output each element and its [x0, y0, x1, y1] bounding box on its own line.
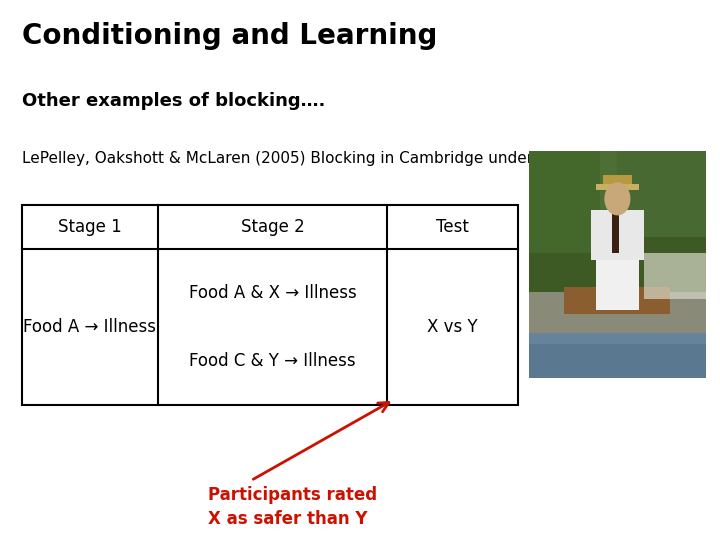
Bar: [529, 292, 706, 333]
Circle shape: [605, 183, 630, 215]
Bar: [596, 184, 639, 190]
Bar: [529, 333, 706, 378]
Bar: [529, 330, 706, 344]
Text: Test: Test: [436, 218, 469, 236]
Bar: [600, 151, 706, 238]
Bar: [603, 175, 631, 184]
Bar: [529, 151, 618, 253]
Text: Conditioning and Learning: Conditioning and Learning: [22, 22, 437, 50]
Bar: [644, 253, 706, 299]
Text: Food A & X → Illness: Food A & X → Illness: [189, 284, 356, 302]
Text: Stage 2: Stage 2: [240, 218, 305, 236]
Text: Food A → Illness: Food A → Illness: [24, 318, 156, 336]
Text: Other examples of blocking….: Other examples of blocking….: [22, 92, 325, 110]
Bar: [529, 151, 706, 292]
Bar: [596, 246, 639, 310]
Text: LePelley, Oakshott & McLaren (2005) Blocking in Cambridge undergraduates: LePelley, Oakshott & McLaren (2005) Bloc…: [22, 151, 611, 166]
Bar: [591, 210, 644, 260]
Text: Stage 1: Stage 1: [58, 218, 122, 236]
Text: Participants rated
X as safer than Y: Participants rated X as safer than Y: [207, 486, 377, 528]
Bar: [22, 205, 518, 405]
Bar: [612, 185, 619, 253]
Text: X vs Y: X vs Y: [427, 318, 478, 336]
Text: Food C & Y → Illness: Food C & Y → Illness: [189, 353, 356, 370]
Bar: [564, 287, 670, 314]
